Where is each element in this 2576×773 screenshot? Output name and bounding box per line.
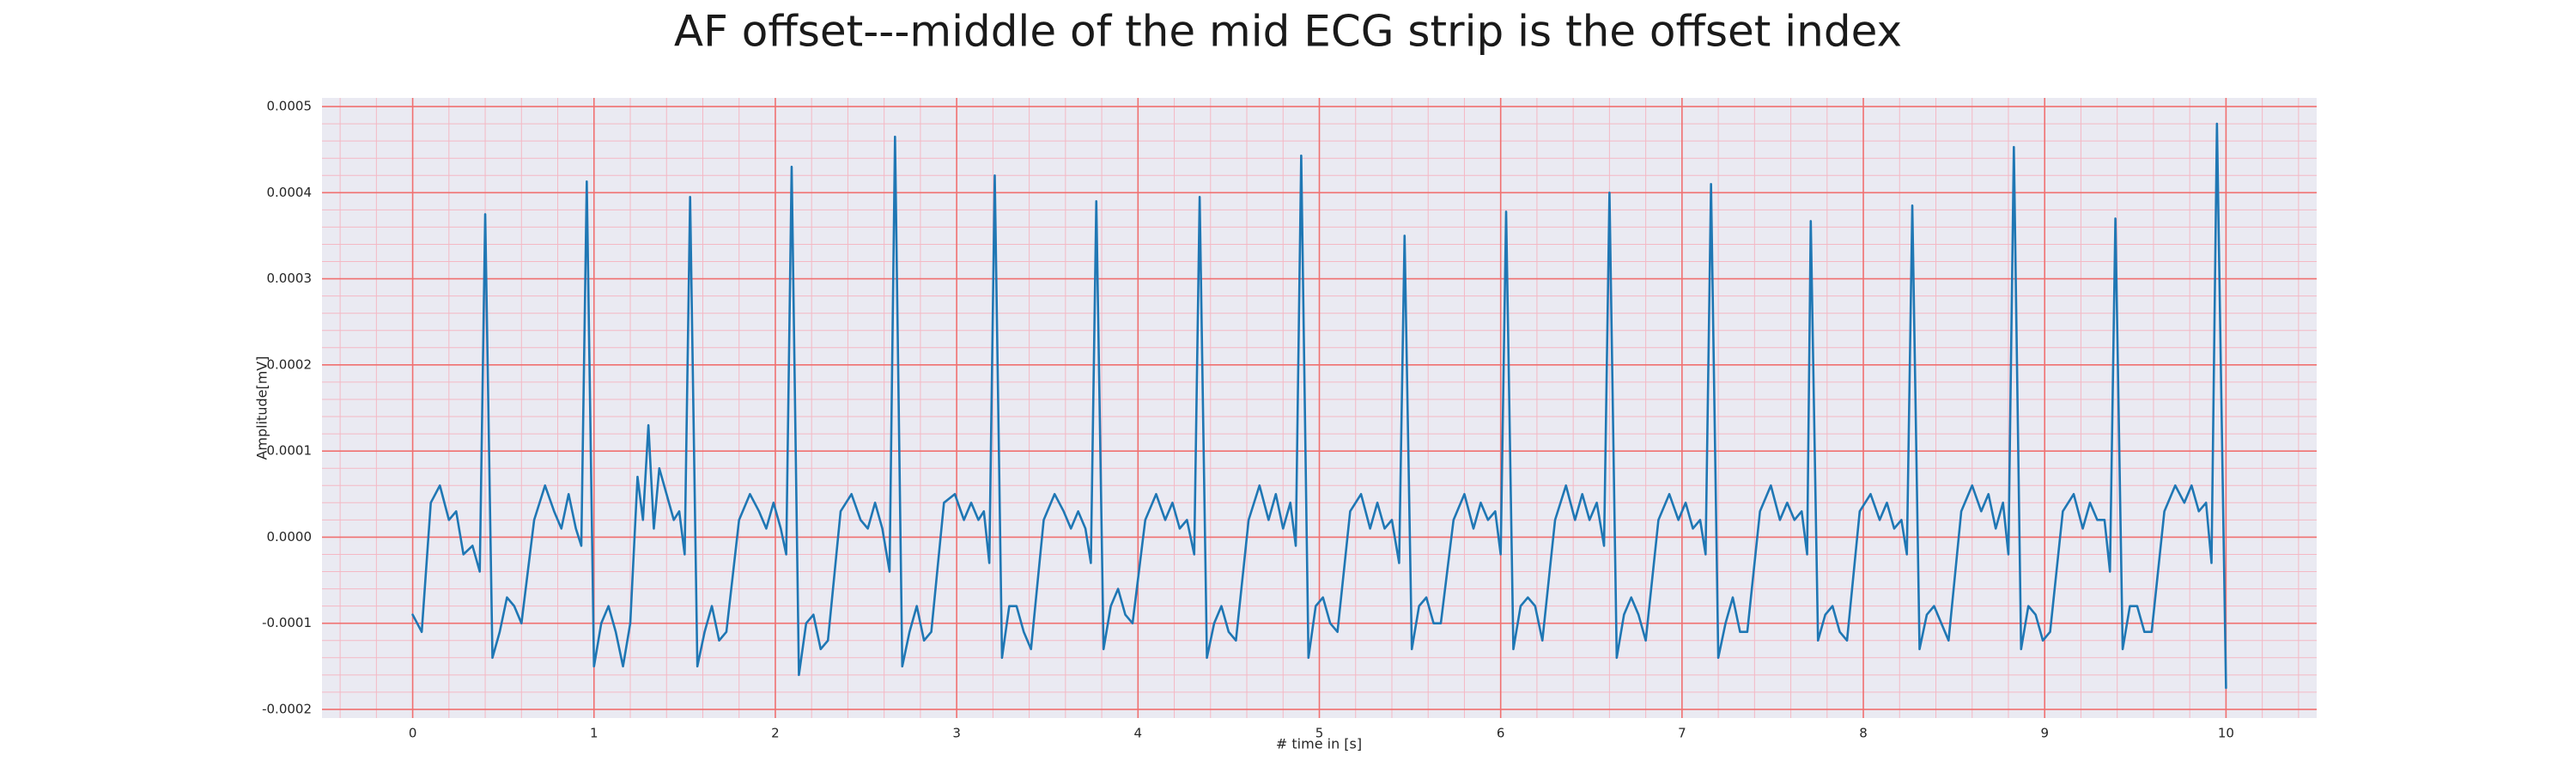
y-tick-label: 0.0002 [267, 356, 313, 372]
x-tick-label: 7 [1678, 726, 1686, 741]
y-tick-label: 0.0000 [267, 529, 313, 545]
chart-title: AF offset---middle of the mid ECG strip … [674, 7, 1902, 57]
x-tick-label: 10 [2218, 726, 2234, 741]
x-tick-label: 3 [952, 726, 961, 741]
x-tick-label: 0 [409, 726, 417, 741]
x-tick-label: 5 [1315, 726, 1324, 741]
y-tick-label: -0.0002 [262, 701, 312, 716]
x-tick-label: 2 [771, 726, 780, 741]
x-tick-label: 1 [590, 726, 598, 741]
y-tick-label: -0.0001 [262, 615, 312, 630]
y-tick-label: 0.0004 [267, 185, 313, 200]
x-tick-label: 6 [1497, 726, 1505, 741]
x-axis-label: # time in [s] [1276, 736, 1362, 752]
y-axis-label: Amplitude[mV] [254, 356, 270, 460]
ecg-line [411, 122, 2227, 690]
x-tick-label: 9 [2040, 726, 2049, 741]
x-tick-label: 8 [1859, 726, 1868, 741]
x-tick-label: 4 [1134, 726, 1143, 741]
y-tick-label: 0.0001 [267, 443, 313, 459]
y-tick-label: 0.0003 [267, 271, 313, 286]
y-tick-label: 0.0005 [267, 99, 313, 114]
